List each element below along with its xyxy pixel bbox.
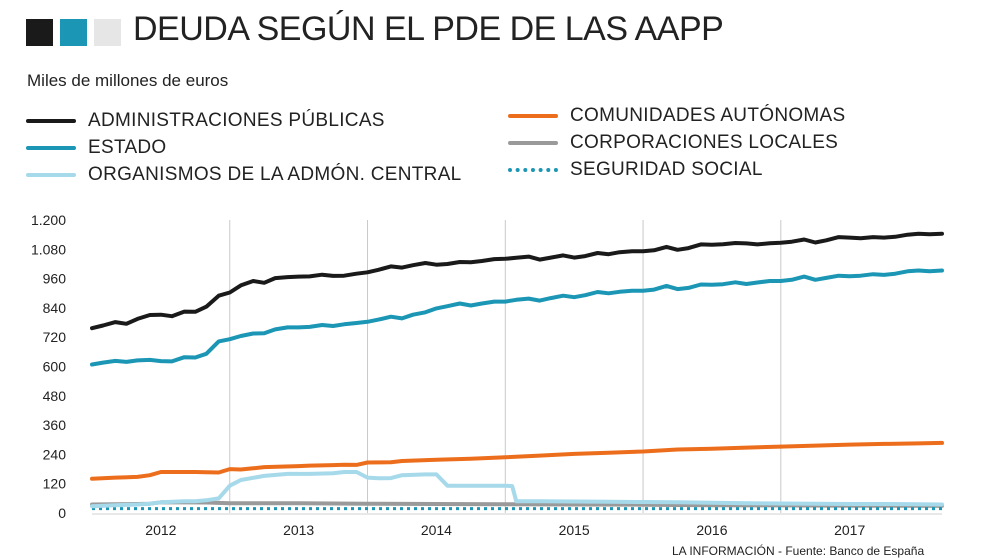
legend-swatch (26, 173, 76, 177)
brand-square-grey (94, 19, 121, 46)
series-line-organismos-de-la-admon-central (90, 470, 944, 509)
legend-label: ORGANISMOS DE LA ADMÓN. CENTRAL (88, 164, 462, 185)
y-tick-label: 360 (43, 417, 67, 433)
legend-swatch (508, 141, 558, 145)
legend-swatch (26, 119, 76, 123)
y-tick-label: 120 (43, 476, 67, 492)
y-tick-label: 1.080 (31, 241, 66, 257)
y-tick-label: 0 (58, 505, 66, 521)
x-tick-label: 2013 (283, 522, 314, 538)
brand-square-blue (60, 19, 87, 46)
legend-label: ADMINISTRACIONES PÚBLICAS (88, 110, 385, 131)
source-credit: LA INFORMACIÓN - Fuente: Banco de España (672, 544, 925, 558)
y-tick-label: 960 (43, 271, 67, 287)
legend-swatch (508, 114, 558, 118)
legend-item-estado: ESTADO (26, 135, 167, 161)
y-tick-label: 840 (43, 300, 67, 316)
legend-item-administraciones-publicas: ADMINISTRACIONES PÚBLICAS (26, 108, 385, 134)
y-tick-label: 1.200 (31, 212, 66, 228)
legend-swatch (26, 146, 76, 150)
legend-item-seguridad-social: SEGURIDAD SOCIAL (508, 157, 763, 183)
legend-label: CORPORACIONES LOCALES (570, 132, 839, 153)
y-tick-label: 720 (43, 329, 67, 345)
legend-item-comunidades-autonomas: COMUNIDADES AUTÓNOMAS (508, 103, 846, 129)
chart-subtitle: Miles de millones de euros (27, 71, 229, 90)
series-line-estado (90, 268, 944, 367)
legend-label: COMUNIDADES AUTÓNOMAS (570, 105, 846, 126)
y-tick-label: 600 (43, 359, 67, 375)
chart-title: DEUDA SEGÚN EL PDE DE LAS AAPP (133, 10, 724, 48)
series-line-administraciones-publicas (90, 231, 944, 331)
y-tick-label: 240 (43, 446, 67, 462)
legend-swatch-dotted (508, 168, 558, 172)
x-tick-label: 2014 (421, 522, 452, 538)
legend-label: SEGURIDAD SOCIAL (570, 159, 763, 180)
series-line-comunidades-autonomas (90, 440, 944, 481)
x-tick-label: 2016 (696, 522, 727, 538)
x-tick-label: 2012 (145, 522, 176, 538)
legend-item-organismos: ORGANISMOS DE LA ADMÓN. CENTRAL (26, 162, 462, 188)
brand-square-black (26, 19, 53, 46)
x-tick-label: 2017 (834, 522, 865, 538)
legend-item-corporaciones-locales: CORPORACIONES LOCALES (508, 130, 838, 156)
legend-label: ESTADO (88, 137, 167, 158)
x-tick-label: 2015 (559, 522, 590, 538)
y-tick-label: 480 (43, 388, 67, 404)
